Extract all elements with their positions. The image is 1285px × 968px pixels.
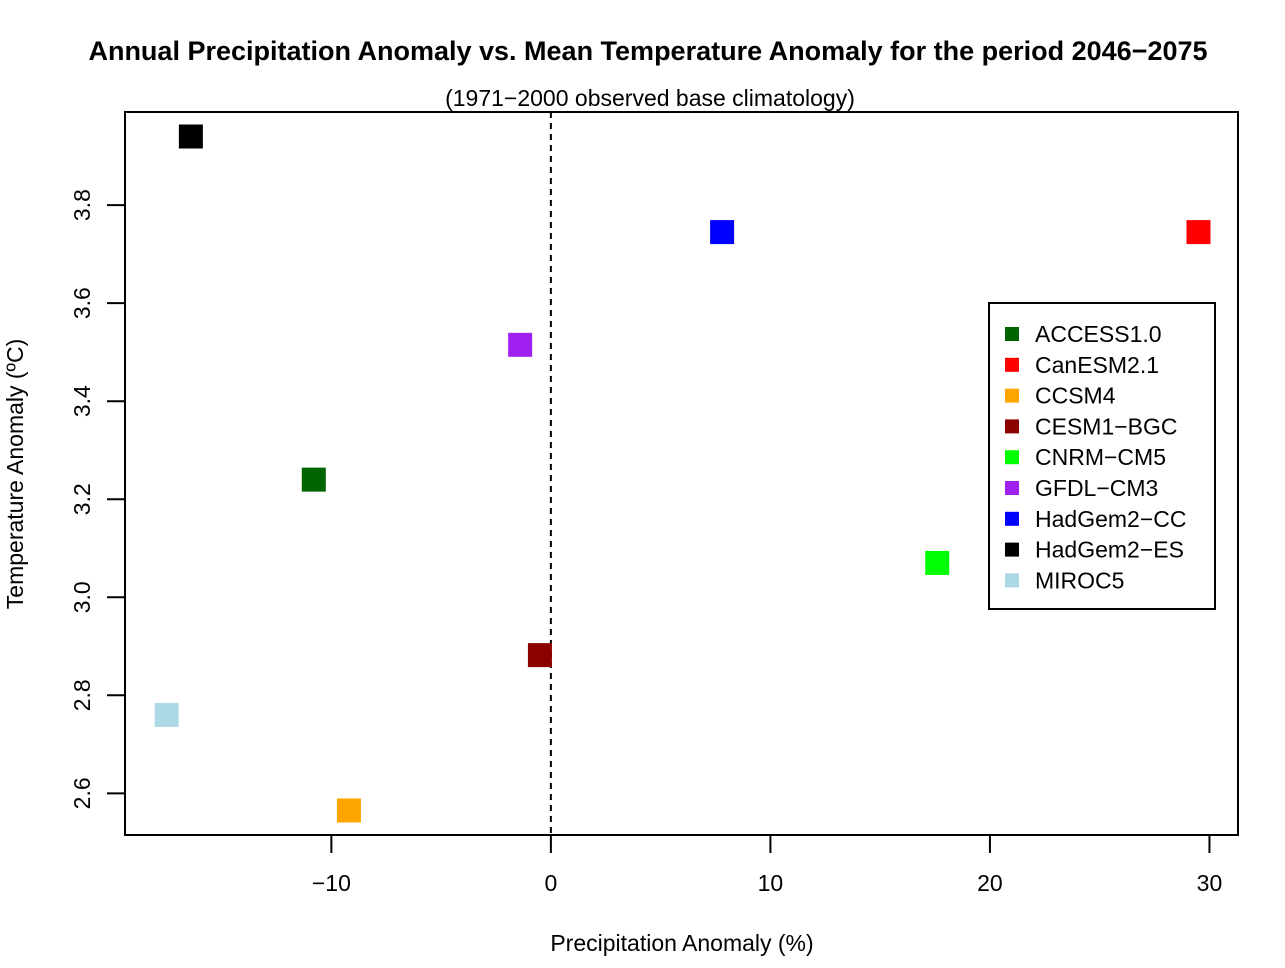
legend-label: CCSM4 <box>1035 383 1116 409</box>
legend-swatch <box>1005 450 1019 465</box>
y-tick-label: 3.6 <box>69 287 95 319</box>
legend: ACCESS1.0 CanESM2.1 CCSM4 CESM1−BGC CNRM−CM5… <box>988 302 1216 610</box>
y-tick-label: 3.2 <box>69 483 95 515</box>
x-tick-label: 0 <box>544 870 557 896</box>
point-hadgem2-es <box>178 124 203 149</box>
legend-label: CNRM−CM5 <box>1035 444 1166 470</box>
point-hadgem2-cc <box>710 220 735 245</box>
chart-subtitle: (1971−2000 observed base climatology) <box>445 85 855 111</box>
legend-swatch <box>1005 357 1019 372</box>
y-axis: 2.6 2.8 3.0 3.2 3.4 3.6 3.8 <box>69 189 126 809</box>
legend-swatch <box>1005 327 1019 341</box>
point-cnrm-cm5 <box>925 550 950 575</box>
legend-swatch <box>1005 511 1019 526</box>
legend-swatch <box>1005 481 1019 495</box>
legend-swatch <box>1005 542 1019 557</box>
x-tick-label: 30 <box>1197 870 1223 896</box>
x-axis: −10 0 10 20 30 <box>312 834 1223 896</box>
point-ccsm4 <box>336 798 361 823</box>
chart-title: Annual Precipitation Anomaly vs. Mean Te… <box>88 36 1207 66</box>
y-axis-label: Temperature Anomaly (ºC) <box>2 339 28 609</box>
point-canesm2-1 <box>1186 220 1211 245</box>
point-miroc5 <box>154 702 179 727</box>
point-cesm1-bgc <box>527 643 552 668</box>
legend-swatch <box>1005 573 1019 588</box>
y-tick-label: 3.8 <box>69 189 95 221</box>
x-tick-label: 10 <box>758 870 784 896</box>
y-tick-label: 2.6 <box>69 777 95 809</box>
legend-label: HadGem2−CC <box>1035 506 1186 532</box>
data-points <box>154 124 1211 823</box>
x-tick-label: 20 <box>977 870 1003 896</box>
point-access1-0 <box>301 467 326 492</box>
legend-label: GFDL−CM3 <box>1035 475 1158 501</box>
x-tick-label: −10 <box>312 870 351 896</box>
y-tick-label: 3.4 <box>69 385 95 417</box>
legend-label: MIROC5 <box>1035 567 1124 593</box>
legend-box <box>988 302 1216 610</box>
x-axis-label: Precipitation Anomaly (%) <box>550 930 813 956</box>
y-tick-label: 3.0 <box>69 581 95 613</box>
point-gfdl-cm3 <box>508 332 533 357</box>
legend-label: CanESM2.1 <box>1035 352 1159 378</box>
legend-label: ACCESS1.0 <box>1035 321 1162 347</box>
y-tick-label: 2.8 <box>69 679 95 711</box>
legend-label: HadGem2−ES <box>1035 537 1184 563</box>
legend-swatch <box>1005 419 1019 434</box>
legend-swatch <box>1005 388 1019 403</box>
legend-label: CESM1−BGC <box>1035 413 1178 439</box>
